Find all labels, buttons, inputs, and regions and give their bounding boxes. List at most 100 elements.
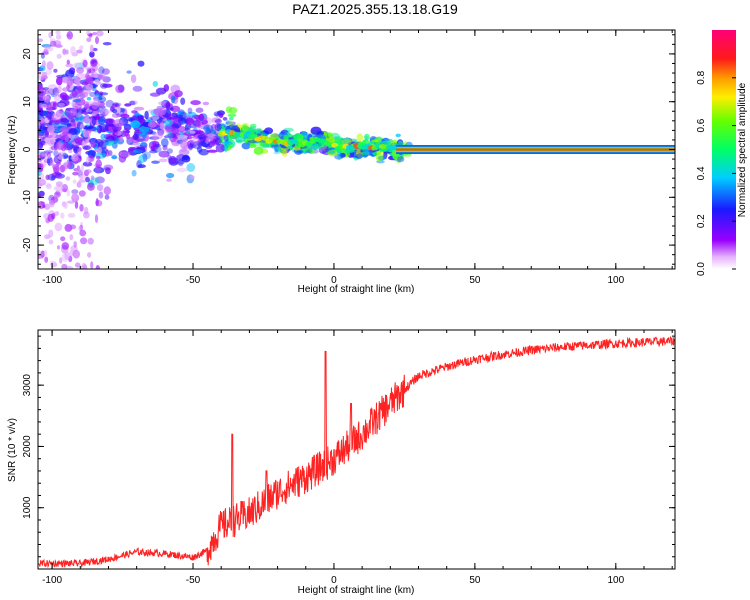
spectrogram-blob <box>190 136 200 145</box>
spectrogram-blob <box>139 125 150 133</box>
spectrogram-blob <box>286 134 296 139</box>
spectrogram-blob <box>53 150 59 157</box>
spectrogram-blob <box>207 149 218 153</box>
spectrogram-blob <box>343 149 355 153</box>
spectrogram-blob <box>153 108 164 116</box>
spectrogram-blob <box>62 76 69 81</box>
spectrogram-blob <box>80 237 88 245</box>
spectrogram-blob <box>339 152 346 158</box>
spectrogram-blob <box>198 113 205 121</box>
spectrogram-blob <box>241 124 249 133</box>
snr-frame <box>37 329 676 570</box>
spectrogram-blob <box>98 118 106 125</box>
spectrogram-blob <box>59 257 63 264</box>
x-tick-label: 0 <box>331 275 337 286</box>
spectrogram-blob <box>259 143 268 147</box>
spectrogram-blob <box>104 109 110 116</box>
spectrogram-blob <box>41 75 48 80</box>
spectrogram-blob <box>82 161 93 167</box>
spectrogram-blob <box>361 149 370 156</box>
spectrogram-blob <box>397 156 405 163</box>
spectrogram-blob <box>249 123 257 129</box>
spectrogram-blob <box>187 107 193 114</box>
spectrogram-blob <box>71 189 79 195</box>
spectrogram-blob <box>89 73 97 78</box>
spectrogram-blob <box>66 123 72 127</box>
chart-title: PAZ1.2025.355.13.18.G19 <box>292 1 458 17</box>
spectrogram-blob <box>222 117 228 121</box>
spectrogram-blob <box>71 100 78 108</box>
spectrogram-blob <box>144 110 149 120</box>
ridge-segment <box>389 145 397 151</box>
spectrogram-blob <box>206 133 216 138</box>
spectrogram-blob <box>171 112 178 118</box>
spectrogram-blob <box>87 237 94 245</box>
spectrogram-blob <box>136 144 145 152</box>
spectrogram-blob <box>73 76 80 85</box>
spectrogram-blob <box>178 149 190 156</box>
spectrogram-blob <box>374 139 382 143</box>
spectrogram-blob <box>44 256 49 263</box>
y-tick-label: 2000 <box>22 435 33 458</box>
spectrogram-blob <box>39 180 45 184</box>
spectrogram-blob <box>147 109 154 113</box>
spectrogram-blob <box>129 142 141 146</box>
spectrogram-blob <box>309 148 316 154</box>
colorbar-tick-label: 0.2 <box>696 214 707 228</box>
spectrogram-blob <box>253 146 264 155</box>
spectrogram-blob <box>98 91 104 96</box>
spectrogram-blob <box>130 74 137 83</box>
spectrogram-blob <box>50 158 54 166</box>
spectrogram-blob <box>201 119 208 125</box>
spectrogram-blob <box>93 95 99 102</box>
spectrogram-blob <box>54 211 60 216</box>
spectrogram-blob <box>53 191 61 198</box>
spectrogram-blob <box>65 63 74 68</box>
spectrogram-blob <box>62 188 68 193</box>
spectrogram-blob <box>93 79 100 85</box>
spectrogram-blob <box>55 30 61 35</box>
spectrogram-blob <box>228 124 239 128</box>
spectrogram-blob <box>53 125 58 131</box>
spectrogram-blob <box>104 194 110 200</box>
spectrogram-blob <box>81 81 89 86</box>
spectrogram-blob <box>105 99 114 108</box>
spectrogram-blob <box>72 249 81 259</box>
spectrogram-blob <box>178 109 185 115</box>
spectrogram-blob <box>126 70 132 74</box>
spectrogram-blob <box>380 140 391 145</box>
spectrogram-blob <box>55 181 63 187</box>
spectrogram-blob <box>102 42 112 46</box>
spectrogram-blob <box>78 106 82 113</box>
spectrogram-blob <box>81 262 87 269</box>
spectrogram-blob <box>83 101 90 108</box>
spectrogram-blob <box>43 250 48 256</box>
spectrogram-blob <box>81 92 89 98</box>
spectrogram-blob <box>235 139 243 143</box>
spectrogram-xlabel: Height of straight line (km) <box>298 284 415 295</box>
spectrogram-blob <box>56 245 61 250</box>
spectrogram-blob <box>356 133 364 143</box>
spectrogram-blob <box>273 151 280 155</box>
spectrogram-blob <box>66 31 74 40</box>
spectrogram-blob <box>94 115 101 120</box>
colorbar-gradient <box>712 30 736 269</box>
spectrogram-blob <box>63 161 71 169</box>
spectrogram-blob <box>38 201 45 209</box>
spectrogram-blob <box>79 204 84 212</box>
spectrogram-blob <box>198 148 209 156</box>
spectrogram-blob <box>46 183 52 190</box>
spectrogram-blob <box>392 149 398 157</box>
spectrogram-blob <box>95 198 99 207</box>
spectrogram-blob <box>132 133 139 141</box>
x-tick-label: 50 <box>469 275 481 286</box>
spectrogram-blob <box>124 117 135 122</box>
spectrogram-blob <box>38 138 47 142</box>
spectrogram-blob <box>96 30 104 37</box>
snr-panel: -100 -50 0 50 100 1000 2000 3000 Height of stra… <box>7 329 676 596</box>
spectrogram-blob <box>51 114 59 121</box>
spectrogram-blob <box>197 134 207 140</box>
spectrogram-ylabel: Frequency (Hz) <box>7 116 18 185</box>
spectrogram-blob <box>80 164 84 173</box>
